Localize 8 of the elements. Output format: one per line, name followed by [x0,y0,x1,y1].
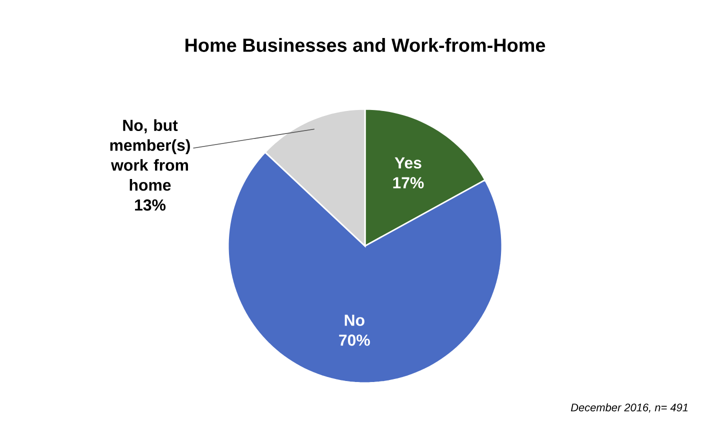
chart-title: Home Businesses and Work-from-Home [186,38,546,52]
data-label: 13% [135,199,166,211]
slice-label: No [344,314,364,326]
data-label: 17% [393,177,424,188]
data-label: 70% [339,334,370,346]
text: December 2016, n= 491 [570,403,688,413]
slice-label: Yes [394,157,422,169]
slice-label: No, but member(s) work from home [110,119,190,191]
